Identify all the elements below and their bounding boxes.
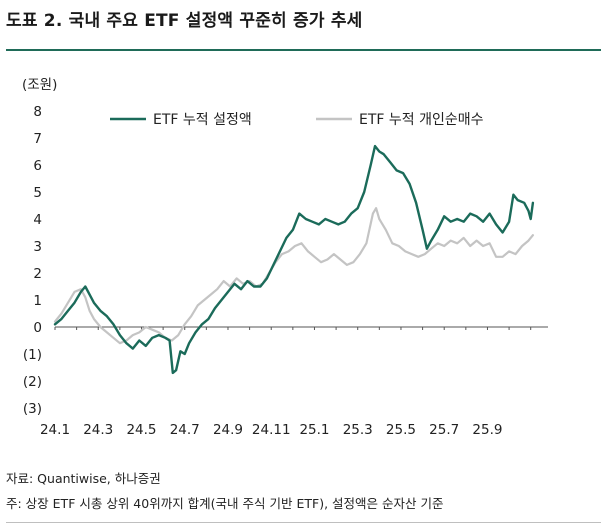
y-tick-label: 2 (33, 266, 42, 282)
x-tick-label: 24.1 (40, 422, 70, 438)
x-tick-label: 24.3 (83, 422, 113, 438)
y-tick-label: 0 (33, 320, 42, 336)
series-line-retail-net-buy (53, 207, 534, 345)
y-tick-label: 5 (33, 185, 42, 201)
series-line-etf-setup (53, 144, 535, 375)
y-tick-label: 1 (33, 293, 42, 309)
legend: ETF 누적 설정액 ETF 누적 개인순매수 (110, 112, 484, 128)
x-tick-label: 24.11 (252, 422, 291, 438)
bottom-divider (6, 522, 601, 523)
y-axis-label: (조원) (22, 77, 57, 93)
y-tick-label: 6 (33, 158, 42, 174)
title-divider (6, 49, 601, 51)
legend-label: ETF 누적 설정액 (153, 112, 252, 128)
x-tick-label: 25.5 (386, 422, 416, 438)
x-tick-label: 24.9 (213, 422, 243, 438)
x-axis-tick-marks (54, 327, 532, 330)
y-tick-label: 8 (33, 104, 42, 120)
x-tick-label: 25.9 (472, 422, 502, 438)
series-lines (53, 144, 535, 375)
line-chart: (조원) 8 7 6 5 4 3 2 1 0 (1) (2) (3) 24.1 24.3 24.5 24.7… (22, 77, 548, 438)
footnote: 주: 상장 ETF 시총 상위 40위까지 합계(국내 주식 기반 ETF), … (6, 496, 444, 511)
x-tick-label: 24.5 (126, 422, 156, 438)
chart-notes: 자료: Quantiwise, 하나증권 주: 상장 ETF 시총 상위 40위… (6, 466, 601, 516)
y-tick-label: (3) (23, 401, 42, 417)
source-note: 자료: Quantiwise, 하나증권 (6, 471, 161, 486)
y-tick-label: 3 (33, 239, 42, 255)
x-axis-ticks: 24.1 24.3 24.5 24.7 24.9 24.11 25.1 25.3 25.5 25.… (40, 422, 503, 438)
y-tick-label: (1) (23, 347, 42, 363)
y-tick-label: 4 (33, 212, 42, 228)
y-tick-label: 7 (33, 131, 42, 147)
y-tick-label: (2) (23, 374, 42, 390)
x-tick-label: 25.3 (343, 422, 373, 438)
legend-label: ETF 누적 개인순매수 (359, 112, 484, 128)
chart-title: 도표 2. 국내 주요 ETF 설정액 꾸준히 증가 추세 (6, 11, 363, 31)
x-tick-label: 24.7 (170, 422, 200, 438)
x-tick-label: 25.1 (299, 422, 329, 438)
y-axis-ticks: 8 7 6 5 4 3 2 1 0 (1) (2) (3) (23, 104, 42, 417)
x-tick-label: 25.7 (429, 422, 459, 438)
